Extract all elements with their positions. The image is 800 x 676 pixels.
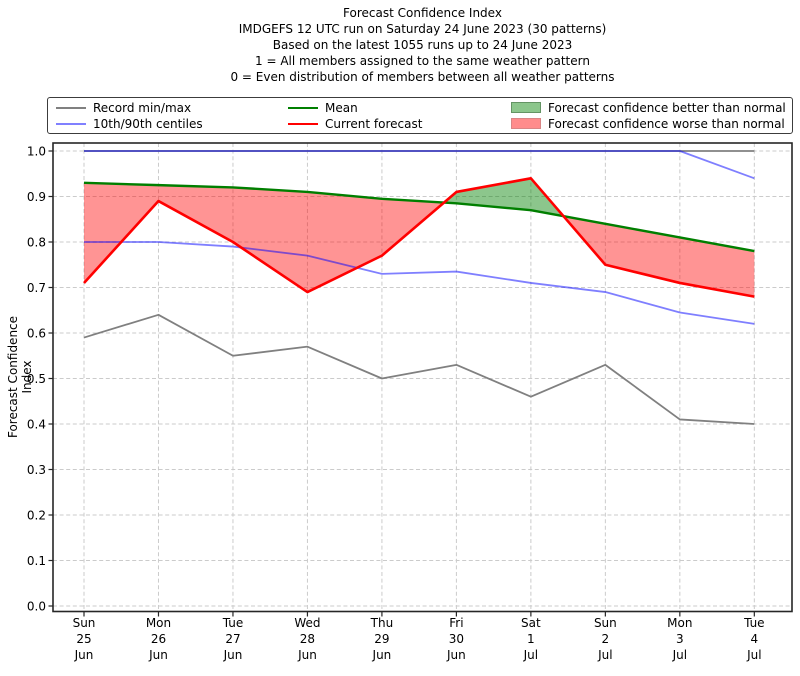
chart-title-line-5: 0 = Even distribution of members between… (230, 70, 615, 84)
x-tick-label-day: Sun (594, 616, 617, 630)
x-tick-label-day: Wed (294, 616, 320, 630)
x-tick-label-day: Thu (370, 616, 394, 630)
x-tick-label-day: Tue (222, 616, 244, 630)
legend-label: Record min/max (93, 100, 192, 115)
x-tick-label-month: Jun (223, 648, 243, 662)
legend-label: Forecast confidence better than normal (548, 100, 786, 115)
legend-label: Forecast confidence worse than normal (548, 116, 785, 131)
legend-item-centiles: 10th/90th centiles (56, 115, 203, 132)
mean-line (83, 181, 755, 253)
y-tick-label: 1.0 (27, 144, 46, 158)
record-minmax-line-swatch (56, 106, 86, 109)
x-tick-label-day: Tue (743, 616, 765, 630)
x-tick-label-date: 25 (76, 632, 91, 646)
x-tick-label-date: 28 (300, 632, 315, 646)
confidence-better-patch-swatch (511, 102, 541, 113)
y-tick-label: 0.2 (27, 508, 46, 522)
x-tick-label-date: 30 (449, 632, 464, 646)
chart-title-line-4: 1 = All members assigned to the same wea… (255, 54, 590, 68)
10th-centile-line (84, 241, 755, 325)
y-tick-label: 0.5 (27, 372, 46, 386)
90th-centile-line (84, 150, 755, 180)
confidence-worse-patch-swatch (511, 118, 541, 129)
legend-item-current-forecast: Current forecast (288, 115, 422, 132)
x-tick-label-day: Sat (521, 616, 541, 630)
x-tick-label-month: Jun (446, 648, 466, 662)
x-tick-label-month: Jul (523, 648, 538, 662)
chart-title-line-3: Based on the latest 1055 runs up to 24 J… (272, 38, 573, 52)
axes-frame (52, 142, 793, 613)
y-tick-label: 0.4 (27, 417, 46, 431)
x-tick-label-date: 26 (151, 632, 166, 646)
x-tick-label-date: 2 (602, 632, 610, 646)
x-tick-label-month: Jul (746, 648, 761, 662)
y-tick-label: 0.1 (27, 554, 46, 568)
x-tick-label-month: Jun (372, 648, 392, 662)
x-tick-label-day: Mon (146, 616, 171, 630)
legend-label: Current forecast (325, 116, 423, 131)
y-tick-label: 0.9 (27, 190, 46, 204)
current-forecast-line (83, 177, 755, 298)
x-tick-label-day: Mon (667, 616, 692, 630)
centiles-line-swatch (56, 122, 86, 125)
current-forecast-line-swatch (288, 122, 318, 125)
legend-item-confidence-worse: Forecast confidence worse than normal (511, 115, 785, 132)
legend-item-confidence-better: Forecast confidence better than normal (511, 99, 786, 116)
y-tick-label: 0.7 (27, 281, 46, 295)
x-tick-label-month: Jul (672, 648, 687, 662)
y-tick-label: 0.6 (27, 326, 46, 340)
mean-line-swatch (288, 106, 318, 109)
x-tick-label-date: 4 (750, 632, 758, 646)
x-tick-label-day: Fri (449, 616, 463, 630)
x-tick-label-month: Jun (297, 648, 317, 662)
better-than-normal-fill-region (443, 178, 564, 217)
x-tick-label-month: Jul (597, 648, 612, 662)
x-tick-label-date: 3 (676, 632, 684, 646)
y-tick-label: 0.0 (27, 599, 46, 613)
legend-item-mean: Mean (288, 99, 358, 116)
x-tick-label-date: 1 (527, 632, 535, 646)
chart-title-block: Forecast Confidence Index IMDGEFS 12 UTC… (53, 5, 792, 85)
chart-title-line-1: Forecast Confidence Index (343, 6, 502, 20)
y-tick-label: 0.3 (27, 463, 46, 477)
x-tick-label-month: Jun (148, 648, 168, 662)
chart-title-line-2: IMDGEFS 12 UTC run on Saturday 24 June 2… (238, 22, 607, 36)
legend-label: Mean (325, 100, 358, 115)
chart-legend: Record min/max 10th/90th centiles Mean C… (47, 97, 793, 134)
x-tick-label-date: 27 (225, 632, 240, 646)
legend-item-record-minmax: Record min/max (56, 99, 191, 116)
x-tick-label-month: Jun (74, 648, 94, 662)
x-tick-label-date: 29 (374, 632, 389, 646)
y-tick-label: 0.8 (27, 235, 46, 249)
record-min-line (83, 313, 755, 425)
legend-label: 10th/90th centiles (93, 116, 203, 131)
x-tick-label-day: Sun (73, 616, 96, 630)
worse-than-normal-fill-region (563, 216, 755, 297)
worse-than-normal-fill-region (84, 182, 444, 293)
